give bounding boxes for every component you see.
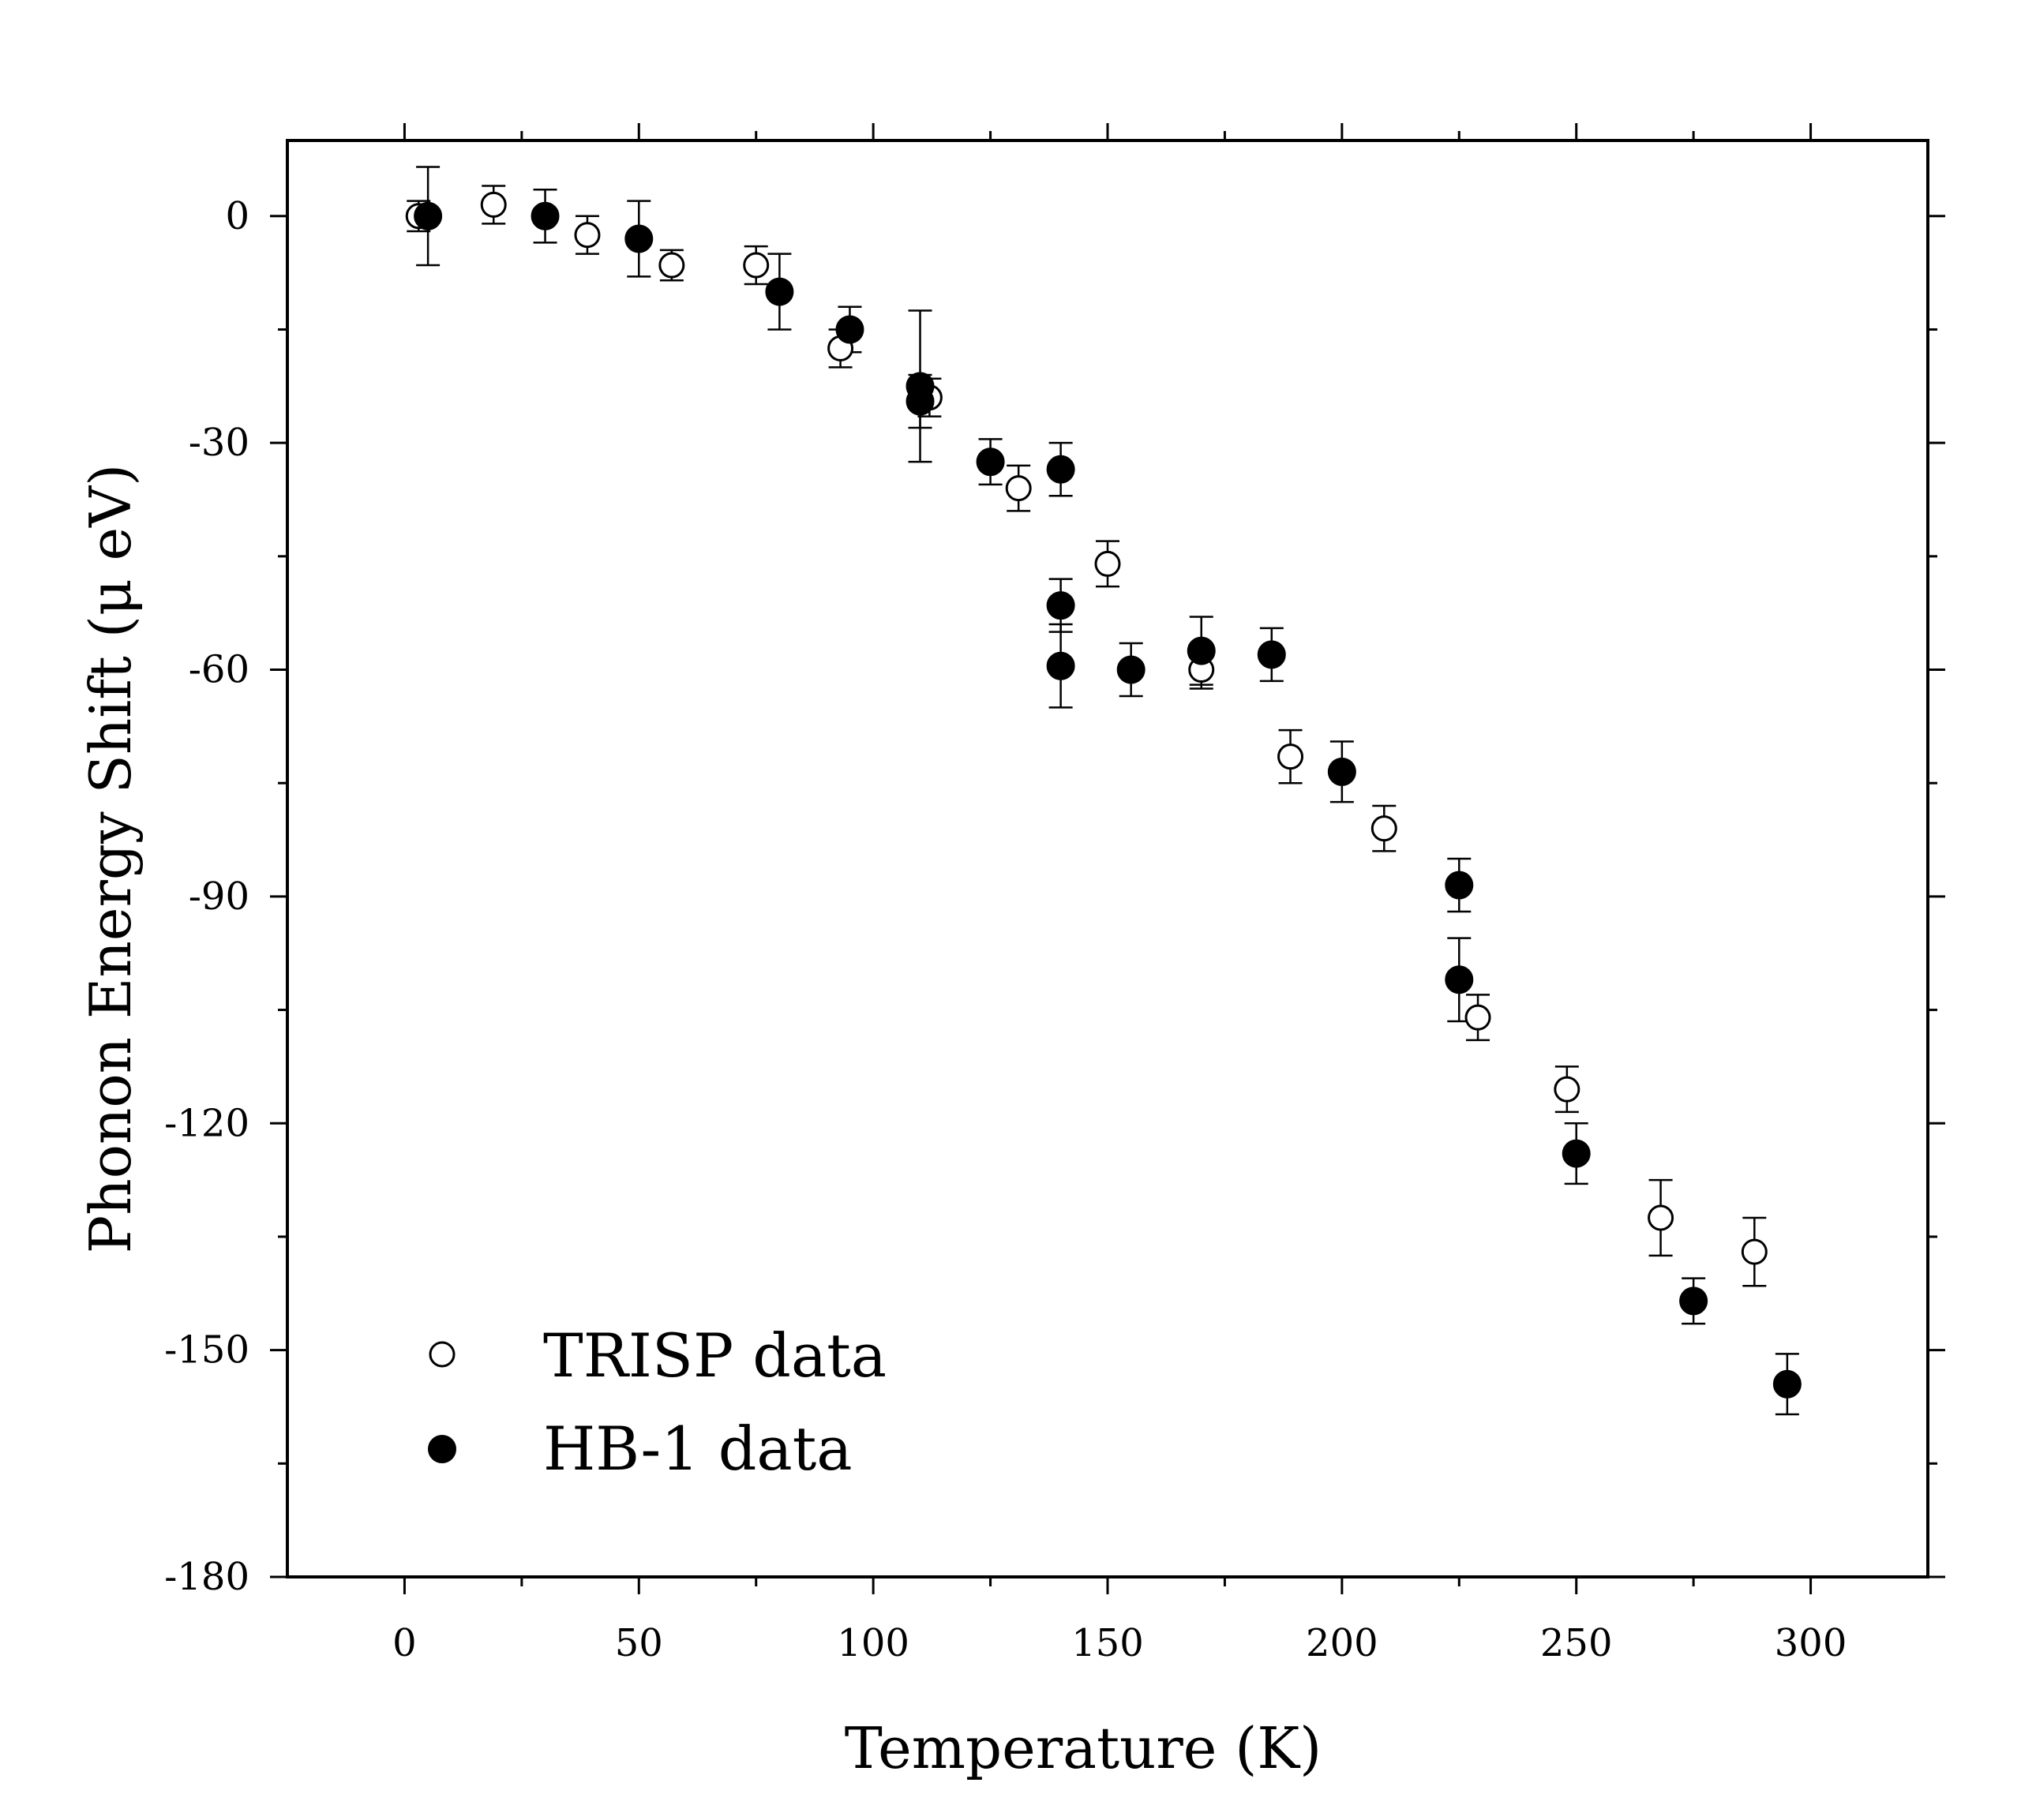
y-tick-label: -180 bbox=[164, 1555, 249, 1599]
trisp-data-point bbox=[1005, 475, 1032, 502]
hb1-data-point bbox=[414, 201, 443, 230]
trisp-data-point bbox=[1741, 1238, 1768, 1265]
trisp-data-point bbox=[480, 191, 507, 218]
legend: TRISP data HB-1 data bbox=[428, 1320, 887, 1484]
hb1-data-point bbox=[531, 201, 560, 230]
hb1-data-point bbox=[1562, 1139, 1591, 1168]
hb1-data-point bbox=[906, 387, 935, 416]
hb1-data-point bbox=[976, 448, 1005, 477]
y-tick-label: -120 bbox=[164, 1101, 249, 1145]
x-tick-label: 300 bbox=[1775, 1621, 1847, 1665]
y-tick-label: -150 bbox=[164, 1328, 249, 1372]
hb1-data-point bbox=[1772, 1369, 1802, 1399]
hb1-data-point bbox=[1046, 591, 1075, 620]
points-layer bbox=[405, 191, 1802, 1399]
y-tick-label: -30 bbox=[189, 421, 249, 465]
hb1-data-point bbox=[835, 315, 864, 344]
x-tick-label: 100 bbox=[837, 1621, 909, 1665]
trisp-data-point bbox=[1370, 815, 1397, 842]
hb1-data-point bbox=[1116, 655, 1145, 684]
ticks-layer bbox=[270, 123, 1945, 1594]
y-axis-title: Phonon Energy Shift (μ eV) bbox=[77, 464, 144, 1253]
legend-label-hb1: HB-1 data bbox=[543, 1414, 853, 1484]
x-tick-label: 50 bbox=[615, 1621, 663, 1665]
hb1-data-point bbox=[1187, 636, 1216, 665]
hb1-data-point bbox=[765, 277, 794, 306]
hb1-data-point bbox=[1445, 965, 1474, 994]
legend-label-trisp: TRISP data bbox=[543, 1320, 887, 1391]
hb1-data-point bbox=[1046, 455, 1075, 484]
trisp-data-point bbox=[1277, 743, 1304, 770]
hb1-data-point bbox=[1327, 757, 1356, 786]
trisp-data-point bbox=[1464, 1004, 1491, 1031]
legend-marker-trisp bbox=[429, 1341, 456, 1368]
x-tick-label: 250 bbox=[1540, 1621, 1613, 1665]
trisp-data-point bbox=[1554, 1076, 1580, 1103]
trisp-data-point bbox=[1648, 1204, 1674, 1231]
hb1-data-point bbox=[1046, 651, 1075, 680]
x-axis-title: Temperature (K) bbox=[845, 1715, 1322, 1781]
hb1-data-point bbox=[624, 224, 654, 253]
hb1-data-point bbox=[1445, 871, 1474, 900]
y-tick-label: 0 bbox=[225, 194, 249, 238]
trisp-data-point bbox=[574, 222, 601, 249]
plot-frame bbox=[286, 139, 1929, 1578]
y-tick-label: -90 bbox=[189, 874, 249, 919]
x-tick-label: 0 bbox=[392, 1621, 417, 1665]
legend-marker-hb1 bbox=[428, 1435, 456, 1463]
trisp-data-point bbox=[1094, 550, 1121, 577]
x-tick-label: 150 bbox=[1071, 1621, 1144, 1665]
tick-labels-layer: 0 50 100 150 200 250 300 0 -30 -60 -90 -120 -150 -180 bbox=[164, 194, 1847, 1665]
hb1-data-point bbox=[1257, 640, 1286, 669]
y-tick-label: -60 bbox=[189, 648, 249, 692]
hb1-data-point bbox=[1679, 1286, 1708, 1316]
x-tick-label: 200 bbox=[1306, 1621, 1378, 1665]
trisp-data-point bbox=[658, 252, 685, 279]
trisp-data-point bbox=[743, 252, 770, 279]
